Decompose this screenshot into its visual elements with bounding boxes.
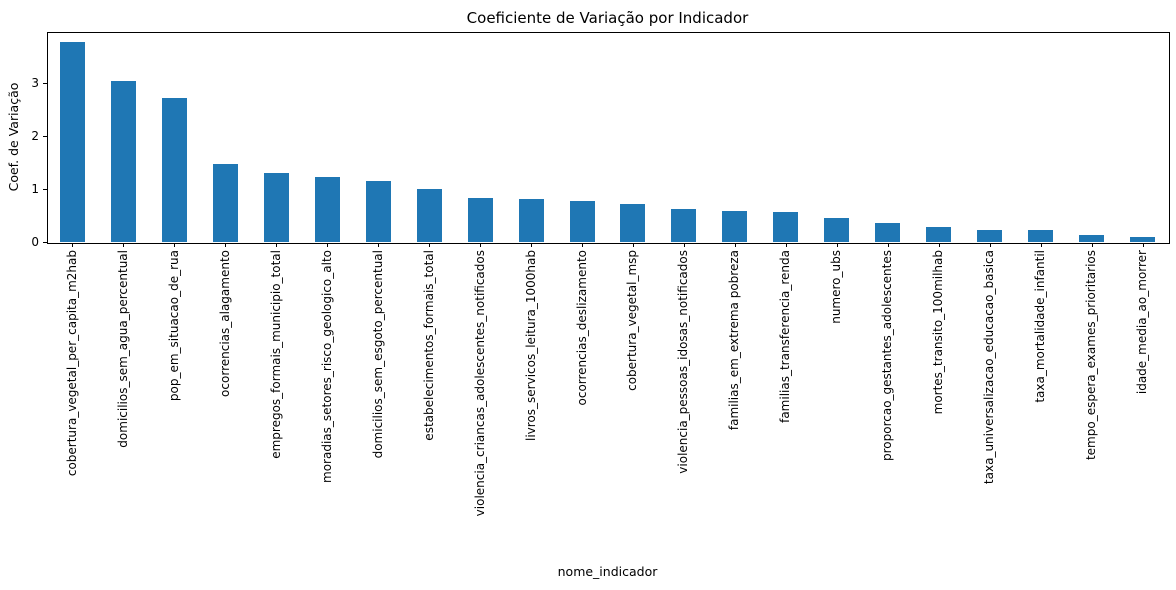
x-tick-label-familias_em_extrema pobreza: familias_em_extrema pobreza <box>727 250 741 431</box>
x-tick-label-idade_media_ao_morrer: idade_media_ao_morrer <box>1135 250 1149 395</box>
x-tick-mark <box>1143 243 1144 247</box>
bar-proporcao_gestantes_adolescentes <box>875 223 900 242</box>
x-tick-mark <box>888 243 889 247</box>
x-tick-label-cobertura_vegetal_msp: cobertura_vegetal_msp <box>625 250 639 391</box>
x-tick-label-violencia_pessoas_idosas_notificados: violencia_pessoas_idosas_notificados <box>676 250 690 474</box>
bar-familias_transferencia_renda <box>773 212 798 242</box>
bar-familias_em_extrema pobreza <box>722 211 747 242</box>
bar-mortes_transito_100milhab <box>926 227 951 242</box>
bar-taxa_mortalidade_infantil <box>1028 230 1053 242</box>
x-tick-mark <box>1041 243 1042 247</box>
bar-tempo_espera_exames_prioritarios <box>1079 235 1104 242</box>
bar-moradias_setores_risco_geologico_alto <box>315 177 340 242</box>
x-tick-label-empregos_formais_municipio_total: empregos_formais_municipio_total <box>269 250 283 459</box>
x-tick-mark <box>1092 243 1093 247</box>
bar-numero_ubs <box>824 218 849 242</box>
y-tick-label: 1 <box>31 182 39 197</box>
y-tick-mark <box>43 135 47 137</box>
x-tick-label-tempo_espera_exames_prioritarios: tempo_espera_exames_prioritarios <box>1084 250 1098 461</box>
x-tick-mark <box>327 243 328 247</box>
x-tick-label-domicilios_sem_esgoto_percentual: domicilios_sem_esgoto_percentual <box>371 250 385 459</box>
x-tick-mark <box>990 243 991 247</box>
bar-livros_servicos_leitura_1000hab <box>519 199 544 242</box>
x-tick-mark <box>225 243 226 247</box>
x-tick-mark <box>582 243 583 247</box>
bar-ocorrencias_deslizamento <box>570 201 595 242</box>
x-tick-label-proporcao_gestantes_adolescentes: proporcao_gestantes_adolescentes <box>880 250 894 462</box>
x-tick-label-ocorrencias_alagamento: ocorrencias_alagamento <box>218 250 232 397</box>
x-tick-label-ocorrencias_deslizamento: ocorrencias_deslizamento <box>575 250 589 406</box>
x-tick-mark <box>378 243 379 247</box>
y-tick-mark <box>43 188 47 190</box>
x-tick-label-familias_transferencia_renda: familias_transferencia_renda <box>778 250 792 423</box>
y-tick-mark <box>43 241 47 243</box>
x-tick-mark <box>72 243 73 247</box>
y-tick-label: 3 <box>31 76 39 91</box>
x-tick-label-taxa_universalizacao_educacao_basica: taxa_universalizacao_educacao_basica <box>982 250 996 485</box>
chart-title: Coeficiente de Variação por Indicador <box>466 9 749 27</box>
x-tick-mark <box>429 243 430 247</box>
bar-taxa_universalizacao_educacao_basica <box>977 230 1002 242</box>
bar-cobertura_vegetal_msp <box>620 204 645 242</box>
x-tick-mark <box>939 243 940 247</box>
bar-idade_media_ao_morrer <box>1130 237 1155 242</box>
x-tick-label-mortes_transito_100milhab: mortes_transito_100milhab <box>931 250 945 415</box>
bar-cobertura_vegetal_per_capita_m2hab <box>60 42 85 242</box>
x-tick-mark <box>123 243 124 247</box>
x-tick-mark <box>786 243 787 247</box>
x-tick-label-estabelecimentos_formais_total: estabelecimentos_formais_total <box>422 250 436 441</box>
x-tick-mark <box>174 243 175 247</box>
bar-domicilios_sem_esgoto_percentual <box>366 181 391 242</box>
x-tick-label-moradias_setores_risco_geologico_alto: moradias_setores_risco_geologico_alto <box>320 250 334 483</box>
bar-estabelecimentos_formais_total <box>417 189 442 242</box>
x-tick-mark <box>633 243 634 247</box>
bar-empregos_formais_municipio_total <box>264 173 289 242</box>
bar-pop_em_situacao_de_rua <box>162 98 187 242</box>
x-tick-label-livros_servicos_leitura_1000hab: livros_servicos_leitura_1000hab <box>524 250 538 441</box>
x-tick-mark <box>837 243 838 247</box>
y-tick-mark <box>43 82 47 84</box>
x-tick-mark <box>276 243 277 247</box>
bar-violencia_pessoas_idosas_notificados <box>671 209 696 242</box>
bar-domicilios_sem_agua_percentual <box>111 81 136 242</box>
bar-ocorrencias_alagamento <box>213 164 238 242</box>
x-tick-label-taxa_mortalidade_infantil: taxa_mortalidade_infantil <box>1033 250 1047 403</box>
y-tick-label: 0 <box>31 235 39 249</box>
x-axis-label: nome_indicador <box>557 564 658 579</box>
x-tick-mark <box>531 243 532 247</box>
x-tick-label-domicilios_sem_agua_percentual: domicilios_sem_agua_percentual <box>116 250 130 448</box>
x-tick-mark <box>480 243 481 247</box>
y-tick-label: 2 <box>31 129 39 144</box>
x-tick-mark <box>684 243 685 247</box>
x-tick-label-cobertura_vegetal_per_capita_m2hab: cobertura_vegetal_per_capita_m2hab <box>65 250 79 477</box>
x-tick-mark <box>735 243 736 247</box>
x-tick-label-pop_em_situacao_de_rua: pop_em_situacao_de_rua <box>167 250 181 402</box>
bar-violencia_criancas_adolescentes_notificados <box>468 198 493 242</box>
x-tick-label-numero_ubs: numero_ubs <box>829 250 843 324</box>
x-tick-label-violencia_criancas_adolescentes_notificados: violencia_criancas_adolescentes_notifica… <box>473 250 487 517</box>
